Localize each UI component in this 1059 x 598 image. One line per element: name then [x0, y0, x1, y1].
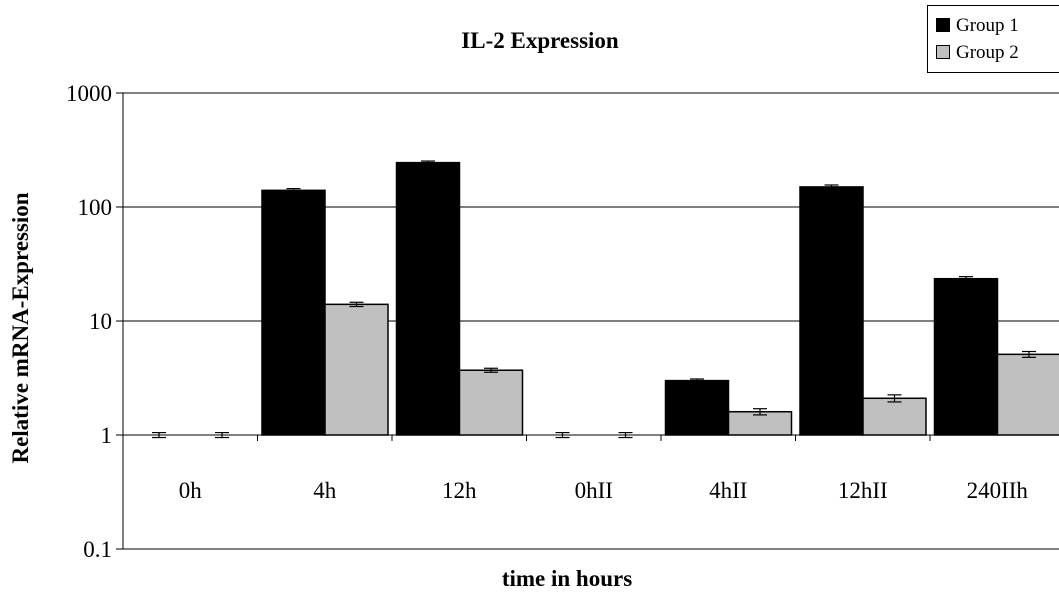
legend: Group 1 Group 2: [927, 5, 1059, 73]
legend-label-group-2: Group 2: [956, 42, 1019, 63]
bar: [324, 303, 389, 436]
bar: [664, 379, 730, 436]
y-tick-label: 10: [89, 309, 112, 334]
legend-label-group-1: Group 1: [956, 15, 1019, 36]
y-tick-label: 1: [101, 423, 113, 448]
legend-item-group-1: Group 1: [936, 15, 1019, 37]
legend-swatch-group-1: [936, 17, 950, 32]
x-tick-label: 4hII: [709, 478, 747, 503]
bar: [458, 369, 524, 436]
x-tick-label: 0h: [179, 478, 203, 503]
bar: [862, 397, 927, 436]
y-tick-label: 0.1: [83, 537, 112, 562]
bars: [261, 161, 1059, 436]
y-axis-label: Relative mRNA-Expression: [8, 192, 33, 463]
error-bars: [152, 160, 1036, 439]
bar: [395, 161, 461, 436]
x-tick-label: 4h: [313, 478, 337, 503]
x-axis-label: time in hours: [502, 566, 632, 591]
legend-swatch-group-2: [936, 44, 950, 59]
x-tick-label: 240IIh: [967, 478, 1029, 503]
legend-item-group-2: Group 2: [936, 42, 1019, 64]
x-tick-label: 12h: [442, 478, 477, 503]
bar: [799, 186, 864, 436]
bar: [996, 353, 1059, 436]
bar: [933, 277, 999, 436]
y-tick-labels: 1000 100 10 1 0.1: [66, 81, 112, 562]
y-tick-label: 100: [78, 195, 113, 220]
bar: [261, 189, 326, 436]
y-tick-label: 1000: [66, 81, 112, 106]
axes: [116, 92, 1059, 550]
x-tick-label: 12hII: [838, 478, 888, 503]
chart-title: IL-2 Expression: [461, 28, 619, 53]
x-tick-labels: 0h 4h 12h 0hII 4hII 12hII 240IIh: [179, 478, 1029, 503]
x-tick-label: 0hII: [575, 478, 613, 503]
